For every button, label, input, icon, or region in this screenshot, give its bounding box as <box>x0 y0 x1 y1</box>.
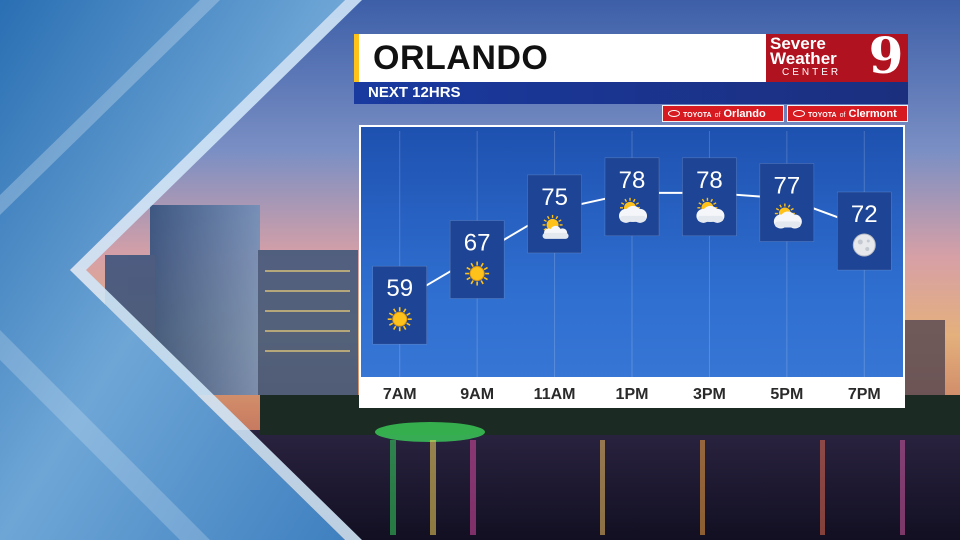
sponsor-brand: TOYOTA <box>683 112 712 119</box>
partly-sunny-icon <box>542 214 569 239</box>
time-tick-label: 1PM <box>616 386 649 403</box>
temperature-box <box>837 191 892 271</box>
temperature-value: 67 <box>464 230 491 257</box>
forecast-period-label: NEXT 12HRS <box>368 84 461 101</box>
time-axis-bar <box>361 377 903 406</box>
title-bar: ORLANDO <box>354 34 766 82</box>
forecast-line-chart: 59 7AM 67 9AM 75 11AM 78 1PM 78 3PM 77 5PM 72 7PM <box>372 131 892 403</box>
temperature-box <box>604 157 660 237</box>
partly-cloudy-icon <box>696 197 725 223</box>
sponsor-city: Clermont <box>848 108 897 120</box>
temperature-value: 72 <box>851 201 878 228</box>
subtitle-bar: NEXT 12HRS <box>354 82 908 104</box>
logo-line-center: CENTER <box>782 67 842 78</box>
time-tick-label: 7AM <box>383 386 417 403</box>
partly-cloudy-icon <box>773 203 802 229</box>
toyota-logo-icon <box>793 110 805 117</box>
temperature-value: 75 <box>541 184 568 211</box>
moon-icon <box>852 233 876 257</box>
time-tick-label: 9AM <box>460 386 494 403</box>
temperature-value: 59 <box>386 275 413 302</box>
sponsor-of: of <box>839 112 846 119</box>
sponsor-city: Orlando <box>723 108 766 120</box>
temperature-box <box>682 157 737 237</box>
temperature-value: 77 <box>774 173 801 200</box>
toyota-logo-icon <box>668 110 680 117</box>
temperature-value: 78 <box>619 167 646 194</box>
time-tick-label: 11AM <box>534 386 576 403</box>
temperature-value: 78 <box>696 167 723 194</box>
sun-icon <box>387 307 412 332</box>
forecast-chart-panel: 59 7AM 67 9AM 75 11AM 78 1PM 78 3PM 77 5PM 72 7PM <box>359 125 905 408</box>
time-tick-label: 3PM <box>693 386 726 403</box>
partly-cloudy-icon <box>619 197 647 223</box>
station-logo: Severe Weather CENTER 9 <box>766 34 908 82</box>
sponsor-of: of <box>714 112 721 119</box>
temperature-box <box>527 174 582 254</box>
temperature-box <box>759 163 815 242</box>
page-title: ORLANDO <box>373 39 549 77</box>
logo-line-severe: Severe <box>770 34 826 53</box>
sponsor-brand: TOYOTA <box>808 112 837 119</box>
logo-line-weather: Weather <box>770 49 837 68</box>
time-tick-label: 7PM <box>848 386 881 403</box>
sun-icon <box>465 261 490 286</box>
sponsor-toyota-clermont: TOYOTA of Clermont <box>787 105 908 122</box>
sponsor-toyota-orlando: TOYOTA of Orlando <box>662 105 784 122</box>
channel-number: 9 <box>868 34 904 82</box>
time-tick-label: 5PM <box>770 386 803 403</box>
